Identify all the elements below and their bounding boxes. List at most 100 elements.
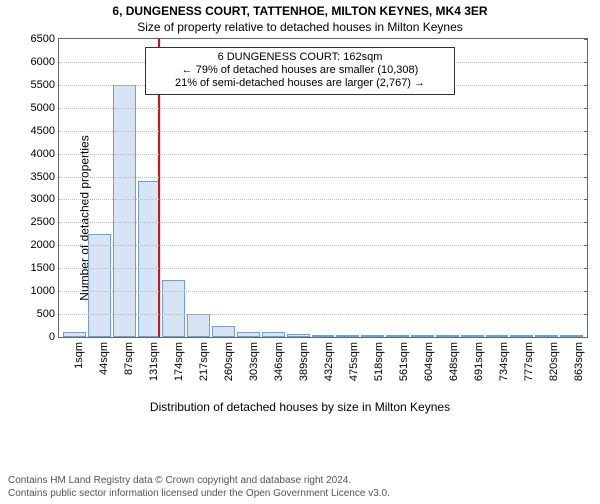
x-tick-label: 432sqm bbox=[323, 342, 335, 381]
histogram-bar bbox=[312, 335, 335, 337]
x-tick-slot: 518sqm bbox=[360, 338, 385, 398]
x-tick-label: 561sqm bbox=[398, 342, 410, 381]
bar-slot bbox=[62, 39, 87, 337]
x-tick-slot: 174sqm bbox=[161, 338, 186, 398]
y-tick-label: 5500 bbox=[15, 79, 59, 91]
y-tick-label: 5000 bbox=[15, 102, 59, 114]
x-tick-label: 87sqm bbox=[123, 342, 135, 375]
x-tick-slot: 734sqm bbox=[485, 338, 510, 398]
y-tick-mark bbox=[584, 39, 588, 40]
x-tick-label: 346sqm bbox=[273, 342, 285, 381]
x-tick-slot: 346sqm bbox=[261, 338, 286, 398]
histogram-bar bbox=[63, 332, 86, 337]
x-tick-slot: 87sqm bbox=[111, 338, 136, 398]
x-tick-slot: 260sqm bbox=[211, 338, 236, 398]
x-tick-label: 217sqm bbox=[198, 342, 210, 381]
x-tick-slot: 475sqm bbox=[335, 338, 360, 398]
x-tick-slot: 691sqm bbox=[460, 338, 485, 398]
x-tick-slot: 604sqm bbox=[410, 338, 435, 398]
chart-title: 6, DUNGENESS COURT, TATTENHOE, MILTON KE… bbox=[0, 4, 600, 18]
x-tick-label: 648sqm bbox=[448, 342, 460, 381]
footer-line-2: Contains public sector information licen… bbox=[8, 488, 390, 501]
y-tick-mark bbox=[584, 177, 588, 178]
x-tick-label: 475sqm bbox=[348, 342, 360, 381]
histogram-bar bbox=[237, 332, 260, 338]
footer-attribution: Contains HM Land Registry data © Crown c… bbox=[8, 475, 390, 500]
y-tick-mark bbox=[584, 108, 588, 109]
chart-subtitle: Size of property relative to detached ho… bbox=[0, 20, 600, 34]
y-tick-mark bbox=[584, 314, 588, 315]
x-tick-slot: 44sqm bbox=[86, 338, 111, 398]
plot-frame: 0500100015002000250030003500400045005000… bbox=[58, 38, 588, 338]
histogram-bar bbox=[486, 335, 509, 337]
gridline bbox=[59, 177, 587, 178]
y-tick-label: 3000 bbox=[15, 193, 59, 205]
gridline bbox=[59, 291, 587, 292]
histogram-bar bbox=[336, 335, 359, 337]
x-tick-label: 777sqm bbox=[523, 342, 535, 381]
histogram-bar bbox=[287, 334, 310, 337]
x-tick-label: 389sqm bbox=[298, 342, 310, 381]
x-tick-label: 734sqm bbox=[498, 342, 510, 381]
histogram-bar bbox=[162, 280, 185, 337]
footer-line-1: Contains HM Land Registry data © Crown c… bbox=[8, 475, 390, 488]
histogram-bar bbox=[560, 335, 583, 337]
x-tick-label: 174sqm bbox=[173, 342, 185, 381]
bar-slot bbox=[87, 39, 112, 337]
bar-slot bbox=[509, 39, 534, 337]
x-tick-slot: 432sqm bbox=[311, 338, 336, 398]
x-tick-label: 820sqm bbox=[548, 342, 560, 381]
y-tick-label: 4500 bbox=[15, 125, 59, 137]
gridline bbox=[59, 268, 587, 269]
histogram-bar bbox=[113, 85, 136, 337]
gridline bbox=[59, 222, 587, 223]
histogram-bar bbox=[411, 335, 434, 337]
y-tick-label: 2500 bbox=[15, 216, 59, 228]
y-tick-label: 0 bbox=[15, 331, 59, 343]
y-tick-label: 6000 bbox=[15, 56, 59, 68]
x-tick-label: 303sqm bbox=[248, 342, 260, 381]
x-tick-slot: 648sqm bbox=[435, 338, 460, 398]
histogram-bar bbox=[187, 314, 210, 337]
x-tick-label: 1sqm bbox=[73, 342, 85, 369]
bar-slot bbox=[559, 39, 584, 337]
y-tick-mark bbox=[584, 291, 588, 292]
y-tick-label: 500 bbox=[15, 308, 59, 320]
gridline bbox=[59, 245, 587, 246]
y-tick-label: 4000 bbox=[15, 148, 59, 160]
y-tick-mark bbox=[584, 131, 588, 132]
x-tick-slot: 561sqm bbox=[385, 338, 410, 398]
x-tick-slot: 389sqm bbox=[286, 338, 311, 398]
page-root: 6, DUNGENESS COURT, TATTENHOE, MILTON KE… bbox=[0, 4, 600, 504]
y-tick-mark bbox=[584, 154, 588, 155]
x-tick-label: 518sqm bbox=[373, 342, 385, 381]
annotation-line-1: 6 DUNGENESS COURT: 162sqm bbox=[152, 51, 448, 64]
x-tick-label: 260sqm bbox=[223, 342, 235, 381]
x-tick-slot: 777sqm bbox=[510, 338, 535, 398]
histogram-bar bbox=[461, 335, 484, 337]
y-tick-mark bbox=[584, 222, 588, 223]
x-tick-slot: 1sqm bbox=[61, 338, 86, 398]
x-tick-slot: 820sqm bbox=[535, 338, 560, 398]
x-tick-label: 691sqm bbox=[473, 342, 485, 381]
annotation-box: 6 DUNGENESS COURT: 162sqm ← 79% of detac… bbox=[145, 47, 455, 95]
bar-slot bbox=[460, 39, 485, 337]
histogram-bar bbox=[386, 335, 409, 337]
x-axis-ticks: 1sqm 44sqm 87sqm131sqm 174sqm 217sqm 260sqm 30… bbox=[58, 338, 588, 398]
x-tick-slot: 863sqm bbox=[560, 338, 585, 398]
y-tick-mark bbox=[584, 85, 588, 86]
x-tick-label: 44sqm bbox=[98, 342, 110, 375]
y-tick-mark bbox=[584, 245, 588, 246]
y-tick-label: 1000 bbox=[15, 285, 59, 297]
y-tick-mark bbox=[584, 62, 588, 63]
histogram-bar bbox=[436, 335, 459, 337]
y-tick-label: 6500 bbox=[15, 33, 59, 45]
x-tick-label: 604sqm bbox=[423, 342, 435, 381]
histogram-bar bbox=[262, 332, 285, 337]
histogram-bar bbox=[510, 335, 533, 337]
gridline bbox=[59, 314, 587, 315]
gridline bbox=[59, 199, 587, 200]
gridline bbox=[59, 108, 587, 109]
histogram-bar bbox=[361, 335, 384, 337]
x-tick-slot: 131sqm bbox=[136, 338, 161, 398]
